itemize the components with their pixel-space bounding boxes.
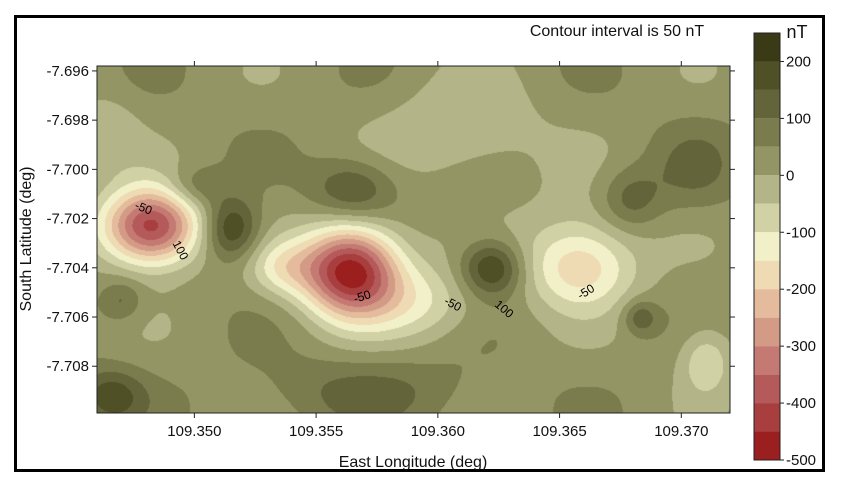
y-axis: -7.696 -7.698 -7.700 -7.702 -7.704 -7.706 -7.7… bbox=[46, 63, 735, 375]
map-image-group bbox=[97, 66, 730, 413]
x-tick-label: 109.365 bbox=[532, 423, 586, 440]
colorbar-swatch bbox=[754, 146, 780, 176]
y-tick-label: -7.698 bbox=[46, 112, 89, 129]
contour-map-image bbox=[97, 66, 730, 413]
colorbar-swatch bbox=[754, 203, 780, 233]
x-tick-label: 109.370 bbox=[654, 423, 708, 440]
x-tick-label: 109.350 bbox=[167, 423, 221, 440]
x-axis-title: East Longitude (deg) bbox=[339, 454, 488, 471]
x-axis: 109.350 109.355 109.360 109.365 109.370 bbox=[167, 61, 708, 440]
colorbar-swatch bbox=[754, 118, 780, 147]
y-tick-label: -7.704 bbox=[46, 260, 89, 277]
colorbar-swatch bbox=[754, 61, 780, 90]
colorbar-swatch bbox=[754, 346, 780, 375]
plot-border bbox=[96, 65, 731, 414]
y-tick-label: -7.706 bbox=[46, 309, 89, 326]
y-axis-title: South Latitude (deg) bbox=[18, 167, 35, 312]
colorbar-label: -300 bbox=[786, 338, 816, 355]
colorbar-label: 100 bbox=[786, 110, 811, 127]
contour-label: -50 bbox=[352, 287, 373, 306]
colorbar-swatch bbox=[754, 175, 780, 204]
colorbar-swatch bbox=[754, 33, 780, 62]
colorbar-swatch bbox=[754, 403, 780, 432]
y-tick-label: -7.702 bbox=[46, 211, 89, 228]
contour-label: -50 bbox=[133, 198, 155, 218]
colorbar-swatch bbox=[754, 289, 780, 318]
colorbar-swatch bbox=[754, 317, 780, 347]
colorbar-swatch bbox=[754, 260, 780, 290]
colorbar-label: 200 bbox=[786, 53, 811, 70]
colorbar-swatch bbox=[754, 374, 780, 404]
y-tick-label: -7.700 bbox=[46, 161, 89, 178]
y-tick-label: -7.708 bbox=[46, 358, 89, 375]
colorbar-swatch bbox=[754, 89, 780, 119]
colorbar-unit: nT bbox=[786, 22, 807, 42]
y-tick-label: -7.696 bbox=[46, 63, 89, 80]
x-tick-label: 109.360 bbox=[411, 423, 465, 440]
colorbar-swatch bbox=[754, 232, 780, 261]
colorbar-label: 0 bbox=[786, 167, 794, 184]
figure-frame bbox=[14, 15, 825, 472]
colorbar-border bbox=[753, 32, 781, 461]
colorbar-label: -400 bbox=[786, 395, 816, 412]
colorbar: 200 100 0 -100 -200 -300 -400 -500 bbox=[753, 32, 816, 469]
contour-interval-annotation: Contour interval is 50 nT bbox=[530, 23, 705, 40]
colorbar-label: -500 bbox=[786, 452, 816, 469]
x-tick-label: 109.355 bbox=[289, 423, 343, 440]
colorbar-swatch bbox=[754, 431, 780, 460]
colorbar-label: -100 bbox=[786, 224, 816, 241]
colorbar-label: -200 bbox=[786, 281, 816, 298]
